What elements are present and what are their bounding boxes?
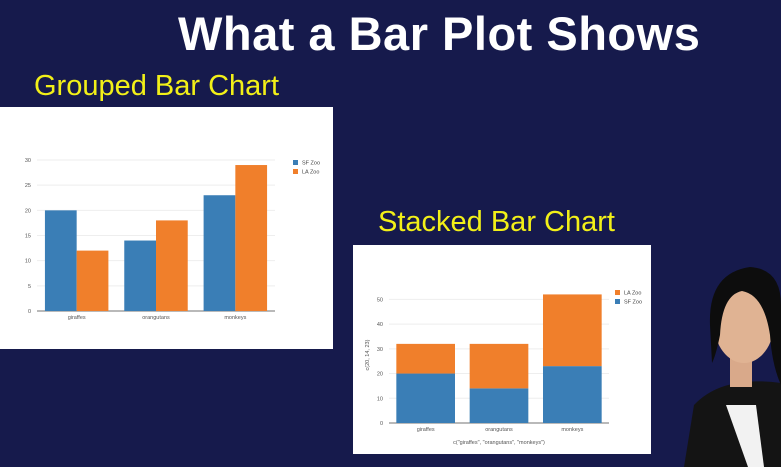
y-tick-label: 20 [377, 372, 383, 378]
legend-label-sf-zoo: SF Zoo [302, 161, 320, 167]
y-tick-label: 10 [25, 259, 31, 265]
x-tick-label: orangutans [485, 427, 513, 433]
bar-sf-zoo-monkeys [203, 195, 236, 311]
y-tick-label: 25 [25, 183, 31, 189]
bar-la-zoo-monkeys [235, 165, 268, 311]
bar-sf-zoo-monkeys [543, 366, 602, 423]
legend-swatch [293, 169, 298, 174]
y-tick-label: 40 [377, 322, 383, 328]
legend-label-sf-zoo: SF Zoo [624, 300, 642, 306]
legend-swatch [615, 290, 620, 295]
bar-la-zoo-monkeys [543, 294, 602, 367]
x-tick-label: giraffes [68, 315, 86, 321]
bar-sf-zoo-orangutans [124, 240, 156, 311]
slide-title: What a Bar Plot Shows [178, 7, 701, 60]
y-tick-label: 10 [377, 396, 383, 402]
stacked-bar-chart: 0 10 20 30 40 50 giraffes orangutans monkeys c("g… [365, 290, 642, 446]
bar-la-zoo-giraffes [396, 343, 455, 374]
y-tick-label: 0 [380, 421, 383, 427]
bar-la-zoo-orangutans [469, 343, 529, 389]
x-tick-label: orangutans [142, 315, 170, 321]
bar-sf-zoo-orangutans [469, 388, 529, 423]
bar-sf-zoo-giraffes [396, 373, 455, 423]
stacked-chart-label: Stacked Bar Chart [378, 206, 615, 238]
x-tick-label: monkeys [224, 315, 246, 321]
y-axis-title: c(20, 14, 23) [365, 339, 371, 370]
bar-la-zoo-orangutans [156, 220, 188, 311]
grouped-chart-label: Grouped Bar Chart [34, 70, 280, 102]
presenter-photo [684, 267, 781, 467]
bar-la-zoo-giraffes [76, 250, 109, 311]
y-tick-label: 5 [28, 284, 31, 290]
x-axis-title: c("giraffes", "orangutans", "monkeys") [453, 440, 545, 446]
y-tick-label: 50 [377, 297, 383, 303]
legend-label-la-zoo: LA Zoo [302, 170, 319, 176]
legend-swatch [293, 160, 298, 165]
grouped-bar-chart: 0 5 10 15 20 25 30 giraffes orangutans monkeys SF … [25, 158, 320, 321]
grouped-chart-panel: 0 5 10 15 20 25 30 giraffes orangutans monkeys SF … [0, 107, 333, 349]
y-tick-label: 20 [25, 208, 31, 214]
x-tick-label: monkeys [561, 427, 583, 433]
x-tick-label: giraffes [417, 427, 435, 433]
legend-label-la-zoo: LA Zoo [624, 291, 641, 297]
y-tick-label: 15 [25, 234, 31, 240]
bar-sf-zoo-giraffes [44, 210, 77, 311]
legend-swatch [615, 299, 620, 304]
y-tick-label: 30 [25, 158, 31, 164]
stacked-chart-panel: 0 10 20 30 40 50 giraffes orangutans monkeys c("g… [353, 245, 651, 454]
y-tick-label: 0 [28, 309, 31, 315]
y-tick-label: 30 [377, 347, 383, 353]
